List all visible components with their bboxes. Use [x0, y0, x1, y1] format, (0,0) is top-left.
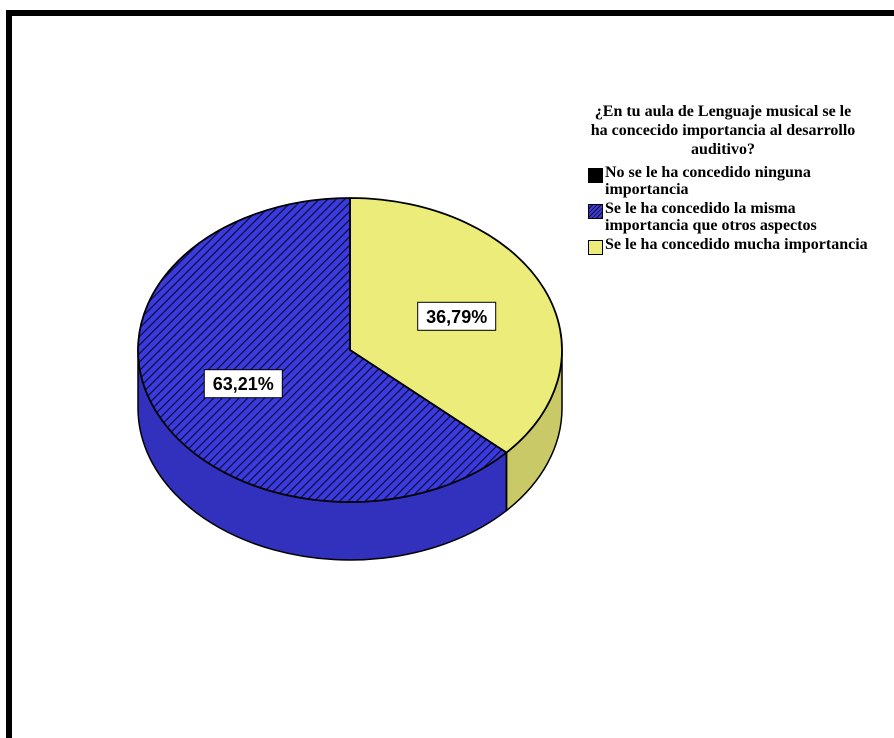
legend-swatch-black [588, 168, 603, 183]
legend-item-ninguna: No se le ha concedido ninguna importanci… [588, 164, 878, 198]
legend-item-misma: Se le ha concedido la misma importancia … [588, 200, 878, 234]
legend-label: Se le ha concedido la misma importancia … [605, 200, 817, 234]
legend-item-mucha: Se le ha concedido mucha importancia [588, 236, 878, 255]
legend-swatch-yellow [588, 240, 603, 255]
legend-title: ¿En tu aula de Lenguaje musical se le ha… [590, 103, 856, 158]
data-label: 63,21% [213, 374, 274, 394]
legend-label: Se le ha concedido mucha importancia [605, 236, 868, 253]
legend-label: No se le ha concedido ninguna importanci… [605, 164, 811, 198]
data-label-box [417, 301, 497, 331]
legend-swatch-blue [588, 204, 603, 219]
data-label-box [203, 369, 283, 399]
legend: ¿En tu aula de Lenguaje musical se le ha… [588, 102, 878, 257]
pie-slice-1 [137, 197, 508, 503]
data-label: 36,79% [426, 307, 487, 327]
